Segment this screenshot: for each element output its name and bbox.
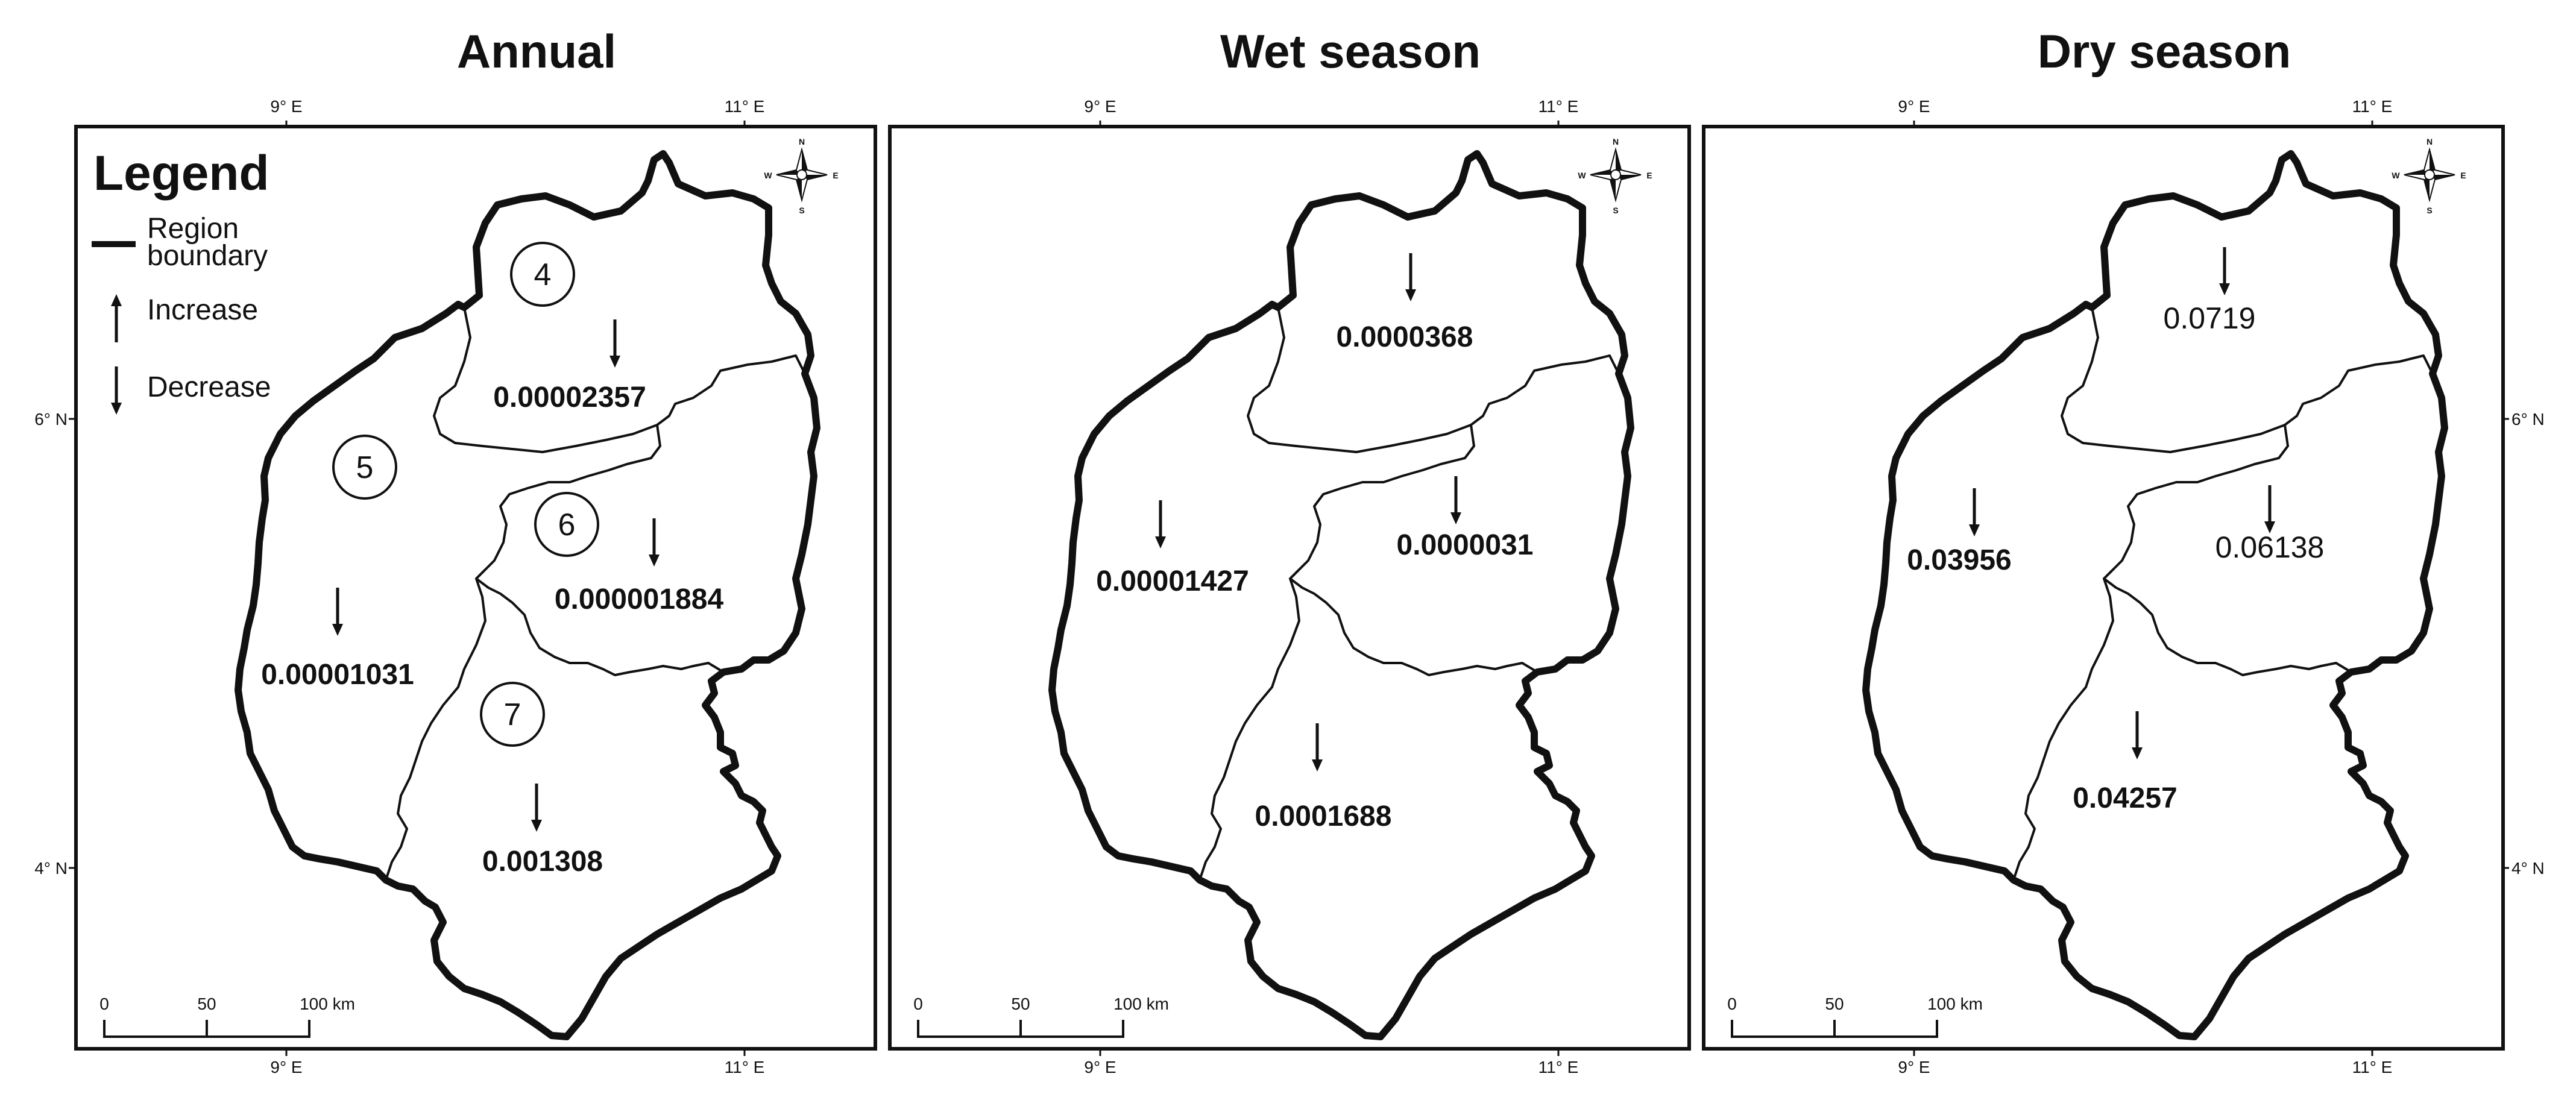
- panel-title: Annual: [457, 25, 616, 78]
- longitude-tick-top: 9° E: [1898, 97, 1930, 116]
- legend-decrease-arrow: [111, 366, 122, 415]
- trend-value-r5: 0.03956: [1907, 544, 2012, 576]
- scale-label: 50: [1011, 995, 1030, 1013]
- compass-e: E: [1646, 171, 1652, 180]
- compass-e: E: [2460, 171, 2466, 180]
- longitude-tick-top: 11° E: [725, 97, 765, 116]
- trend-value-r4: 0.0719: [2164, 301, 2256, 335]
- latitude-tick-left: 4° N: [34, 859, 68, 878]
- trend-value-r7: 0.04257: [2073, 782, 2178, 814]
- trend-value-r7: 0.0001688: [1255, 800, 1392, 832]
- trend-arrow-r7: [1312, 723, 1323, 771]
- scale-label: 0: [913, 995, 923, 1013]
- trend-arrow-r7: [2132, 711, 2143, 759]
- trend-value-r6: 0.0000031: [1397, 529, 1534, 561]
- trend-value-r7: 0.001308: [482, 846, 603, 878]
- scale-label: 0: [1727, 995, 1737, 1013]
- latitude-tick-right: 4° N: [2511, 859, 2545, 878]
- trend-value-r5: 0.00001427: [1096, 565, 1249, 597]
- latitude-tick-left: 6° N: [34, 410, 68, 429]
- trend-arrow-r4: [2219, 247, 2230, 295]
- compass-e: E: [833, 171, 838, 180]
- scale-label: 50: [1825, 995, 1844, 1013]
- zone-number: 5: [356, 450, 374, 485]
- trend-value-r4: 0.0000368: [1337, 321, 1473, 353]
- map-panel-annual: Annual 9° E 9° E 11° E 11° E 6° N 4° N 0.000023…: [34, 25, 877, 1076]
- scale-label: 100 km: [300, 995, 355, 1013]
- compass-w: W: [764, 171, 772, 180]
- legend-title: Legend: [93, 146, 269, 201]
- scale-bar: 0 50 100 km: [99, 995, 355, 1038]
- trend-arrow-r6: [649, 518, 660, 567]
- scale-bar: 0 50 100 km: [1727, 995, 1983, 1038]
- longitude-tick-bottom: 11° E: [1538, 1058, 1579, 1076]
- trend-arrow-r5: [1155, 500, 1166, 548]
- trend-arrow-r6: [2264, 485, 2275, 533]
- zone-label-5: 5: [332, 435, 397, 500]
- legend-boundary-label-2: boundary: [147, 240, 268, 272]
- zone-number: 6: [558, 508, 576, 542]
- longitude-tick-bottom: 11° E: [725, 1058, 765, 1076]
- panels: Annual 9° E 9° E 11° E 11° E 6° N 4° N 0.000023…: [34, 25, 2545, 1076]
- map-panel-wet-season: Wet season 9° E 9° E 11° E 11° E 0.0000368 0.0…: [888, 25, 1691, 1076]
- compass-n: N: [2426, 137, 2433, 146]
- scale-label: 100 km: [1113, 995, 1169, 1013]
- legend-increase-label: Increase: [147, 294, 258, 326]
- trend-value-r5: 0.00001031: [261, 659, 414, 691]
- longitude-tick-top: 11° E: [1538, 97, 1579, 116]
- trend-arrow-r4: [1405, 253, 1416, 301]
- scale-label: 50: [197, 995, 216, 1013]
- map-panel-dry-season: Dry season 9° E 9° E 11° E 11° E 6° N 4° N 0.07…: [1702, 25, 2545, 1076]
- zone-number: 4: [534, 257, 552, 292]
- compass-n: N: [799, 137, 805, 146]
- trend-arrow-r7: [531, 784, 542, 832]
- scale-label: 100 km: [1927, 995, 1983, 1013]
- longitude-tick-bottom: 9° E: [1084, 1058, 1116, 1076]
- zone-label-4: 4: [510, 242, 575, 307]
- trend-value-r6: 0.06138: [2215, 530, 2325, 564]
- panel-title: Dry season: [2038, 25, 2291, 78]
- trend-value-r4: 0.00002357: [493, 382, 646, 413]
- scale-bar: 0 50 100 km: [913, 995, 1169, 1038]
- trend-arrow-r5: [332, 588, 343, 636]
- trend-arrow-r4: [609, 319, 620, 368]
- scale-label: 0: [99, 995, 109, 1013]
- compass-s: S: [1613, 206, 1618, 215]
- map-frame: [74, 125, 877, 1051]
- legend-decrease-label: Decrease: [147, 371, 271, 403]
- longitude-tick-bottom: 9° E: [1898, 1058, 1930, 1076]
- trend-arrow-r5: [1969, 488, 1980, 536]
- map-frame: [888, 125, 1691, 1051]
- compass-n: N: [1613, 137, 1619, 146]
- longitude-tick-bottom: 11° E: [2352, 1058, 2393, 1076]
- trend-value-r6: 0.000001884: [555, 583, 724, 615]
- compass-s: S: [2426, 206, 2432, 215]
- longitude-tick-top: 9° E: [1084, 97, 1116, 116]
- legend-boundary-label-1: Region: [147, 213, 239, 245]
- zone-number: 7: [504, 697, 521, 732]
- north-arrow-icon: N S E W: [1578, 137, 1652, 215]
- compass-w: W: [2392, 171, 2400, 180]
- north-arrow-icon: N S E W: [764, 137, 838, 215]
- compass-s: S: [799, 206, 804, 215]
- region-outline: [1866, 154, 2445, 1037]
- map-frame: [1702, 125, 2505, 1051]
- panel-title: Wet season: [1220, 25, 1481, 78]
- zone-label-6: 6: [534, 492, 599, 557]
- legend-increase-arrow: [111, 294, 122, 342]
- latitude-tick-right: 6° N: [2511, 410, 2545, 429]
- north-arrow-icon: N S E W: [2392, 137, 2466, 215]
- zone-label-7: 7: [480, 682, 545, 747]
- longitude-tick-top: 11° E: [2352, 97, 2393, 116]
- longitude-tick-top: 9° E: [270, 97, 302, 116]
- longitude-tick-bottom: 9° E: [270, 1058, 302, 1076]
- trend-arrow-r6: [1450, 476, 1461, 524]
- compass-w: W: [1578, 171, 1586, 180]
